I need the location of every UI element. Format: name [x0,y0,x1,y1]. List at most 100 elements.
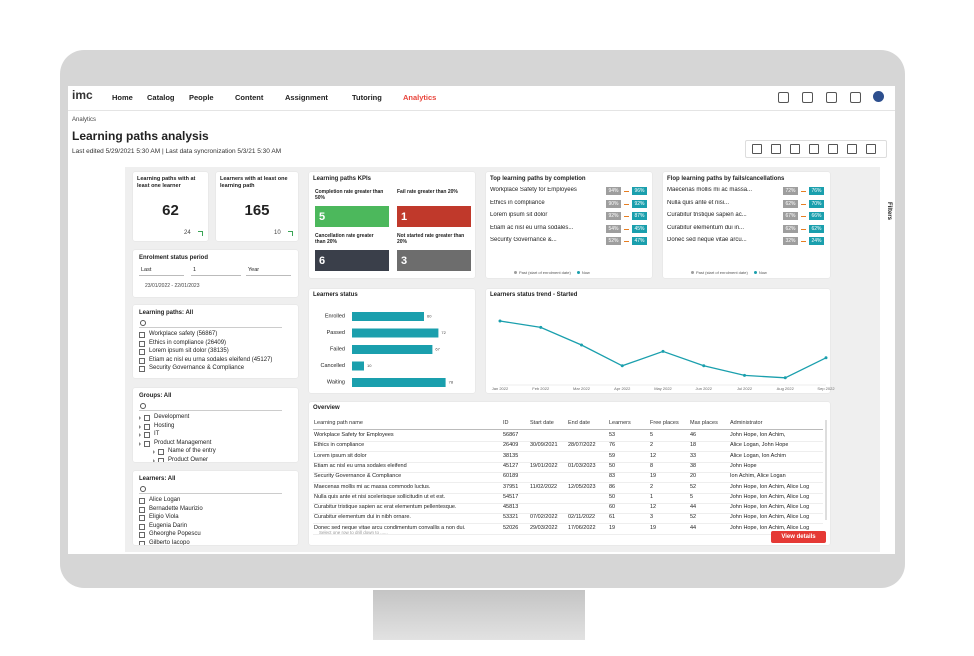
table-row[interactable] [313,441,823,453]
filter-item[interactable]: Name of the entry [153,448,288,455]
table-cell: Donec sed neque vitae arcu condimentum c… [314,524,466,531]
legend: Past (start of enrolment date) Now [514,270,590,275]
select-value: 1 [193,267,197,273]
filter-item[interactable]: Eugenia Darin [139,523,288,530]
filter-item[interactable]: Product Management [139,440,288,447]
search-box[interactable] [139,319,282,328]
table-cell: 46 [690,432,697,438]
table-row[interactable] [313,513,823,525]
column-header: ID [503,420,509,426]
kpi-tile: 5 [315,206,389,227]
nav-icon[interactable] [826,92,837,103]
path-name: Curabitur elementum dui in... [667,224,745,231]
avatar[interactable] [873,91,884,102]
filter-item-label: Lorem ipsum sit dolor (38135) [149,348,229,354]
table-cell: 30/09/2021 [530,442,558,449]
table-cell: 59 [609,452,616,459]
filter-item[interactable]: Eligio Viola [139,514,288,521]
now-badge: 96% [632,187,647,195]
table-row[interactable] [313,493,823,504]
nav-item[interactable]: People [189,93,214,102]
checkbox [139,532,145,538]
filter-item[interactable]: Security Governance & Compliance [139,365,288,372]
filter-item[interactable]: IT [139,431,288,438]
filter-item[interactable]: Hosting [139,423,288,430]
filter-list: Alice Logan Bernadette Maurizio Eligio Vio… [139,497,288,545]
expand-icon [153,458,155,462]
scrollbar [825,420,827,520]
toolbar-icon[interactable] [771,144,781,154]
kpi-tile-label: Completion rate greater than 50% [315,189,384,201]
past-value: 62% [785,200,796,207]
checkbox [139,540,145,545]
filter-item[interactable]: Bernadette Maurizio [139,506,288,513]
toolbar-icon[interactable] [809,144,819,154]
filter-item-label: Development [154,414,190,420]
toolbar-icon[interactable] [752,144,762,154]
toolbar-icon[interactable] [866,144,876,154]
filter-item[interactable]: Workplace safety (56867) [139,331,288,338]
search-icon [140,403,146,409]
nav-item[interactable]: Analytics [403,93,437,102]
filter-item[interactable]: Etiam ac nisl eu urna sodales eleifend (… [139,357,288,364]
legend-label: Past (start of enrolment date) [519,270,571,275]
monitor-stand [373,590,585,640]
table-cell: John Hope, Ion Achim, Alice Log [730,504,810,511]
now-value: 76% [811,188,822,194]
select[interactable]: 1 [191,266,241,276]
overview-card: Overview Learning path name ID Start date En… [309,402,830,545]
table-cell: 60 [609,504,616,511]
filter-item[interactable]: Product Owner [153,457,288,462]
table-cell: 50 [609,493,616,500]
filter-item[interactable]: Gilberto Iacopo [139,540,288,545]
now-badge: 87% [632,212,647,220]
filter-item[interactable]: Lorem ipsum sit dolor (38135) [139,348,288,355]
legend-label: Now [581,270,590,275]
table-row[interactable] [313,472,823,484]
checkbox [139,349,145,355]
toolbar-icon[interactable] [828,144,838,154]
search-box[interactable] [139,402,282,411]
table-row[interactable] [313,503,823,515]
table-cell: 29/03/2022 [530,524,558,531]
table-row[interactable] [313,431,823,442]
table-cell: 07/02/2022 [530,514,558,521]
nav-icon[interactable] [778,92,789,103]
table-cell: 19/01/2022 [530,462,558,469]
nav-item[interactable]: Tutoring [352,93,382,102]
now-badge: 47% [632,237,647,245]
table-row[interactable] [313,524,823,535]
table-cell: 1 [650,493,654,500]
past-value: 67% [785,213,796,219]
filter-item[interactable]: Alice Logan [139,497,288,504]
table-cell: 5 [690,493,694,500]
toolbar-icon[interactable] [790,144,800,154]
search-box[interactable] [139,485,282,494]
nav-item[interactable]: Assignment [285,93,328,102]
filter-item[interactable]: Development [139,414,288,421]
select[interactable]: Last [139,266,184,276]
button-label[interactable]: View details [781,534,816,540]
filters-tab[interactable]: Filters [886,201,893,221]
path-name: Ethics in compliance [490,199,545,206]
filter-item-label: Workplace safety (56867) [149,331,218,337]
nav-item[interactable]: Catalog [147,93,175,102]
now-value: 92% [634,200,645,207]
filter-item-label: Gheorghe Popescu [149,531,201,537]
table-row[interactable] [313,462,823,473]
toolbar-icon[interactable] [847,144,857,154]
view-details-button[interactable]: View details [771,531,826,543]
toolbar[interactable] [745,140,887,158]
nav-icon[interactable] [850,92,861,103]
select[interactable]: Year [246,266,291,276]
nav-item[interactable]: Home [112,93,133,102]
filter-item-label: Ethics in compliance (26409) [149,339,227,346]
nav-item[interactable]: Content [235,93,264,102]
table-row[interactable] [313,483,823,494]
filter-item[interactable]: Gheorghe Popescu [139,531,288,538]
nav-icon[interactable] [802,92,813,103]
table-cell: Ethics in compliance [314,442,365,449]
filter-item[interactable]: Ethics in compliance (26409) [139,340,288,347]
past-badge: 54% [606,224,621,233]
table-row[interactable] [313,452,823,463]
